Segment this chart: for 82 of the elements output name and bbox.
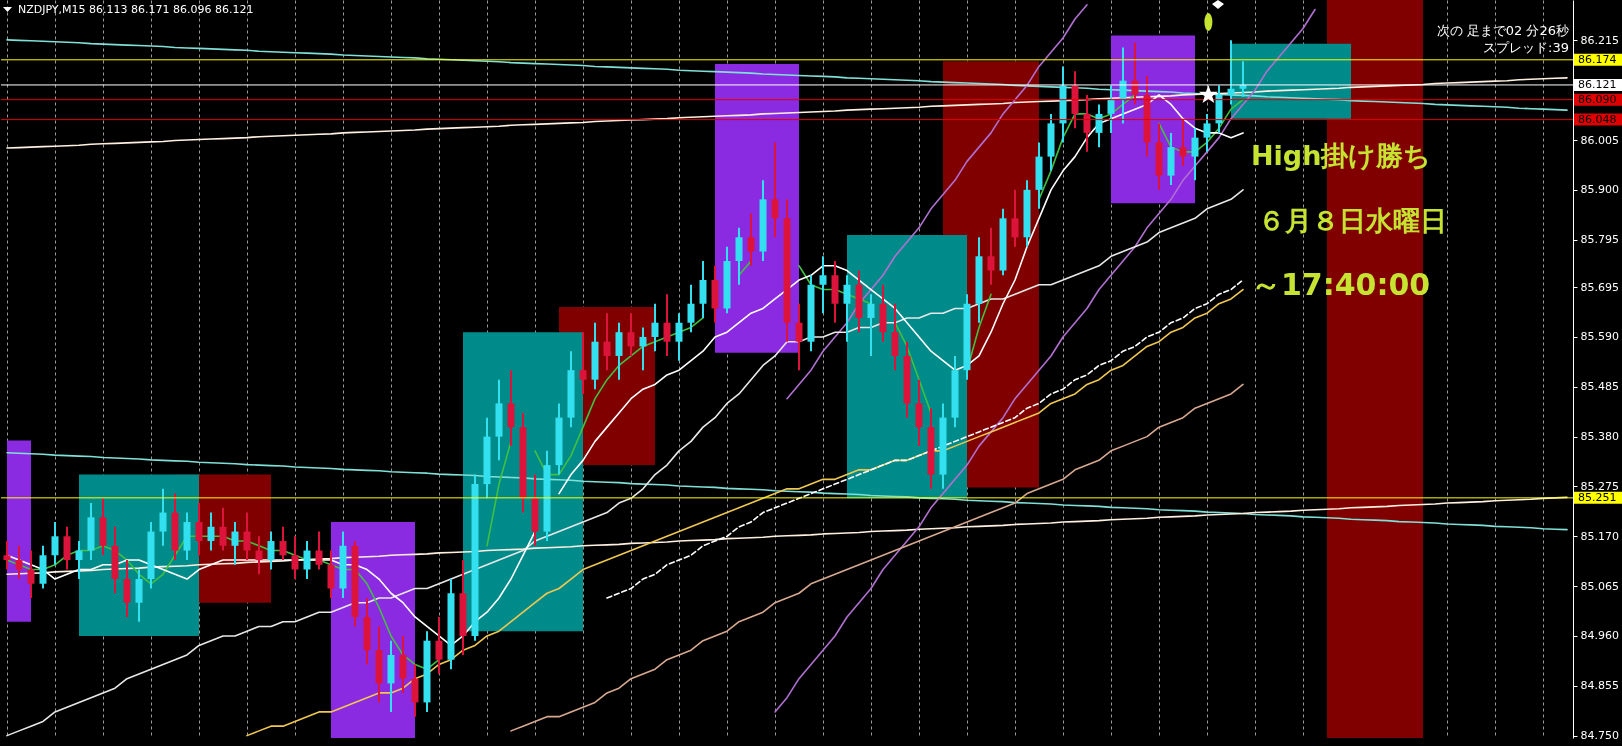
candlestick (651, 302, 659, 353)
candlestick (267, 530, 275, 571)
candlestick (291, 535, 299, 581)
candlestick (1107, 84, 1115, 134)
candlestick (207, 511, 215, 552)
candlestick (867, 293, 875, 357)
candlestick (771, 141, 779, 239)
candlestick (1191, 127, 1199, 182)
candlestick (843, 274, 851, 343)
y-tick-label: 84.750 (1580, 729, 1619, 743)
candlestick (399, 634, 407, 694)
y-tick-label: 85.695 (1580, 280, 1619, 294)
candlestick (243, 511, 251, 562)
candlestick (1011, 188, 1019, 248)
y-tick-label: 84.855 (1580, 679, 1619, 693)
candlestick (219, 506, 227, 552)
candlestick (795, 302, 803, 372)
ref-line-label: 86.090 (1578, 92, 1617, 106)
candlestick (1095, 103, 1103, 149)
candlestick (735, 226, 743, 286)
line-series (606, 279, 1244, 599)
line-series (786, 3, 1088, 400)
candlestick (135, 568, 143, 623)
line-series (6, 39, 1568, 111)
candlestick (639, 326, 647, 372)
y-tick-label: 85.590 (1580, 330, 1619, 344)
line-series (6, 451, 1568, 531)
candlestick (75, 540, 83, 581)
candlestick (615, 321, 623, 381)
ref-line-label: 86.121 (1578, 77, 1617, 91)
y-tick-label: 85.795 (1580, 233, 1619, 247)
chart-title: NZDJPY,M15 86.113 86.171 86.096 86.121 (18, 3, 254, 16)
candlestick (3, 540, 11, 571)
candlestick (1179, 117, 1187, 168)
y-tick-label: 84.960 (1580, 629, 1619, 643)
y-tick-label: 85.065 (1580, 579, 1619, 593)
ref-line-label: 86.174 (1578, 52, 1617, 66)
candlestick (15, 544, 23, 581)
line-series (6, 189, 1244, 737)
candlestick (315, 530, 323, 571)
candlestick (1083, 93, 1091, 153)
annotation: スプレッド:39 (1483, 40, 1569, 55)
candlestick (819, 255, 827, 315)
candlestick (435, 615, 443, 675)
candlestick (891, 302, 899, 372)
y-tick-label: 85.170 (1580, 529, 1619, 543)
candlestick (603, 312, 611, 372)
y-tick-label: 85.485 (1580, 380, 1619, 394)
candlestick (279, 525, 287, 562)
ref-line-label: 85.251 (1578, 490, 1617, 504)
candlestick (63, 525, 71, 571)
y-tick-label: 85.275 (1580, 479, 1619, 493)
candlestick (1203, 112, 1211, 153)
line-series (510, 383, 1244, 732)
candlestick (579, 331, 587, 395)
candlestick (987, 226, 995, 286)
y-tick-label: 86.005 (1580, 133, 1619, 147)
candlestick (159, 487, 167, 547)
candlestick (687, 283, 695, 334)
y-tick-label: 86.215 (1580, 33, 1619, 47)
candlestick (327, 549, 335, 599)
candlestick (675, 312, 683, 362)
candlestick (915, 378, 923, 448)
candlestick (1227, 39, 1235, 106)
candlestick (747, 212, 755, 267)
candlestick (411, 663, 419, 718)
candlestick (195, 502, 203, 557)
candlestick (507, 369, 515, 448)
y-tick-label: 85.900 (1580, 183, 1619, 197)
ref-line-label: 86.048 (1578, 112, 1617, 126)
candlestick (627, 312, 635, 357)
candlestick (27, 549, 35, 599)
candlestick (255, 535, 263, 576)
candlestick (123, 559, 131, 618)
candlestick (231, 521, 239, 566)
candlestick (51, 521, 59, 566)
annotation: 次の 足まで02 分26秒 (1436, 23, 1569, 38)
line-series (246, 288, 1244, 737)
candlestick (663, 293, 671, 357)
candlestick (699, 260, 707, 319)
y-tick-label: 85.380 (1580, 430, 1619, 444)
candlestick (303, 540, 311, 581)
